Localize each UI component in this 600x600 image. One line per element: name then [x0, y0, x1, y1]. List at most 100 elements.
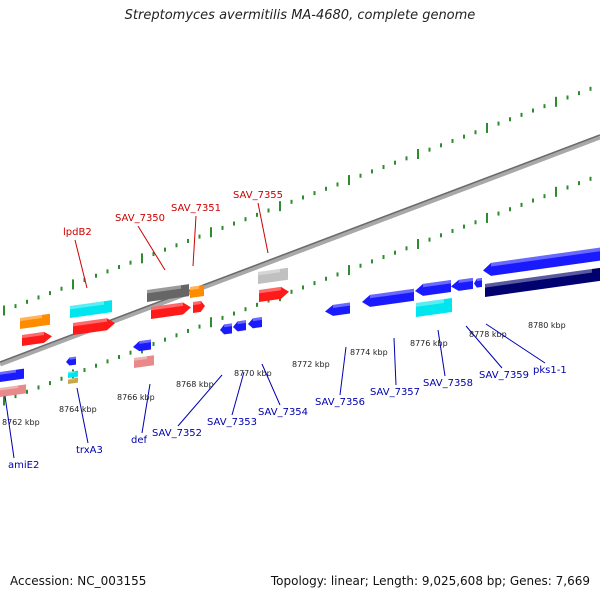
minor-tick [440, 143, 442, 148]
gene-blue [483, 247, 600, 276]
gene-red-group [193, 300, 205, 313]
gene-blue [248, 317, 262, 329]
gene-label-bottom: SAV_7353 [207, 417, 257, 428]
gene-orange-shine [190, 285, 200, 291]
gene-blue-group [483, 247, 600, 276]
minor-tick [95, 273, 97, 278]
major-tick [348, 265, 350, 276]
minor-tick [336, 272, 339, 277]
gene-red [259, 286, 289, 302]
gene-red-shine [193, 300, 201, 306]
major-tick [72, 279, 74, 290]
minor-tick [325, 186, 327, 191]
gene-blue [325, 302, 350, 316]
major-tick [555, 186, 557, 197]
gene-orange-group [20, 313, 50, 329]
minor-tick [106, 269, 109, 274]
gene-gray-group [147, 284, 189, 302]
minor-tick [589, 176, 592, 181]
gene-cyan-group [416, 297, 452, 317]
minor-tick [578, 91, 580, 96]
leader-line-bottom [393, 337, 397, 386]
genome-summary-text: Topology: linear; Length: 9,025,608 bp; … [270, 574, 590, 588]
minor-tick [267, 208, 270, 213]
gene-tan [68, 377, 78, 384]
leader-line-top [257, 202, 269, 254]
gene-red-shine [151, 302, 183, 311]
scale-tick-label: 8764 kbp [59, 405, 97, 414]
label-leader-lines [4, 202, 546, 459]
leader-line-bottom [76, 387, 89, 444]
gene-blue-group [220, 323, 232, 335]
gene-pink [134, 355, 154, 368]
gene-red-group [22, 331, 52, 346]
minor-tick [313, 281, 316, 286]
scale-tick-label: 8774 kbp [350, 348, 388, 357]
minor-tick [256, 302, 258, 307]
gene-pink-group [134, 355, 154, 368]
minor-tick [336, 182, 339, 187]
minor-tick [394, 250, 396, 255]
minor-tick [60, 376, 63, 381]
minor-tick [164, 337, 166, 342]
minor-tick [532, 108, 534, 113]
gene-label-bottom: SAV_7359 [479, 370, 529, 381]
minor-tick [382, 255, 385, 260]
gene-blue-group [415, 279, 451, 296]
gene-cyan-group [70, 300, 112, 318]
minor-tick [14, 394, 17, 399]
scale-tick-label: 8766 kbp [117, 393, 155, 402]
minor-tick [221, 225, 224, 230]
gene-blue-shine [139, 339, 151, 344]
gene-blue-shine [333, 302, 350, 308]
accession-text: Accession: NC_003155 [10, 574, 147, 588]
gene-label-top: lpdB2 [63, 227, 92, 238]
leader-line-bottom [339, 346, 347, 396]
minor-tick [405, 156, 408, 161]
gene-red [151, 302, 191, 319]
gene-features [0, 247, 600, 397]
minor-tick [463, 134, 465, 139]
gene-red-shine [73, 318, 107, 327]
gene-cyan-group [68, 370, 78, 378]
minor-tick [198, 324, 201, 329]
gene-lightgray [258, 267, 288, 284]
scale-tick-label: 8776 kbp [410, 339, 448, 348]
gene-blue-shine [252, 317, 263, 322]
gene-blue [220, 323, 232, 335]
minor-tick [440, 233, 442, 238]
map-title: Streptomyces avermitilis MA-4680, comple… [124, 8, 476, 23]
gene-blue-group [362, 288, 414, 307]
major-tick [486, 212, 488, 223]
gene-labels: lpdB2 SAV_7350 SAV_7351 SAV_7355 amiE2 trxA3 d… [8, 190, 567, 471]
minor-tick [187, 328, 189, 333]
scale-tick-label: 8780 kbp [528, 321, 566, 330]
leader-line-bottom [177, 374, 223, 427]
minor-tick [566, 95, 569, 100]
gene-blue-shine [458, 277, 473, 284]
gene-label-bottom: SAV_7352 [152, 428, 202, 439]
minor-tick [405, 246, 408, 251]
gene-orange [190, 285, 204, 298]
minor-tick [221, 315, 224, 320]
gene-orange-shine [20, 314, 42, 322]
leader-line-bottom [465, 325, 503, 369]
minor-tick [26, 389, 28, 394]
minor-tick [233, 221, 235, 226]
leader-line-bottom [485, 323, 546, 364]
minor-tick [129, 350, 132, 355]
minor-tick [520, 202, 523, 207]
gene-cyan [68, 370, 78, 378]
minor-tick [290, 289, 293, 294]
gene-label-top: SAV_7350 [115, 213, 165, 224]
major-tick [348, 175, 350, 186]
major-tick [555, 96, 557, 107]
minor-tick [129, 260, 132, 265]
gene-blue-shine [476, 277, 482, 282]
gene-red-shine [259, 286, 281, 294]
gene-blue-group [133, 339, 151, 352]
scale-tick-labels: 8762 kbp 8764 kbp 8766 kbp 8768 kbp 8770 kbp… [2, 321, 566, 427]
minor-tick [359, 263, 362, 268]
gene-blue-shine [491, 247, 600, 267]
minor-tick [520, 112, 523, 117]
